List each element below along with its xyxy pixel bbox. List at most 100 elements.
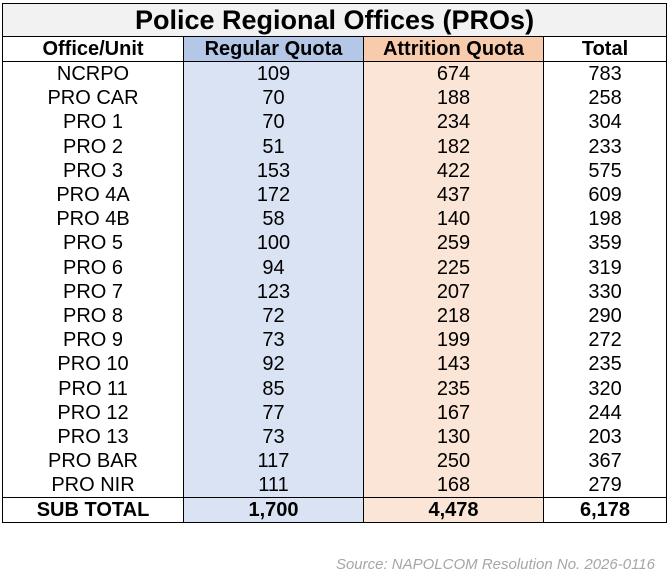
table-row: PRO 10 92 143 235 xyxy=(2,352,668,377)
cell-regular: 111 xyxy=(183,473,364,498)
table-row: PRO 12 77 167 244 xyxy=(2,400,668,425)
cell-attrition: 167 xyxy=(363,400,544,425)
cell-attrition: 188 xyxy=(363,86,544,111)
cell-office: PRO 8 xyxy=(2,303,184,329)
cell-attrition: 422 xyxy=(363,158,544,183)
header-row: Office/Unit Regular Quota Attrition Quot… xyxy=(2,36,668,62)
cell-attrition: 182 xyxy=(363,134,544,159)
cell-total: 258 xyxy=(542,86,668,111)
table-row: PRO 4A 172 437 609 xyxy=(2,182,668,208)
cell-regular: 58 xyxy=(183,207,364,232)
cell-total: 272 xyxy=(542,328,668,353)
cell-office: PRO CAR xyxy=(2,86,184,111)
cell-attrition: 674 xyxy=(363,61,544,87)
source-note: Source: NAPOLCOM Resolution No. 2026-011… xyxy=(335,556,655,573)
table-title: Police Regional Offices (PROs) xyxy=(1,3,668,37)
cell-office: PRO 3 xyxy=(2,158,184,183)
cell-office: PRO 12 xyxy=(2,400,184,425)
cell-total: 235 xyxy=(542,352,668,377)
cell-total: 783 xyxy=(542,61,668,87)
pro-quota-table: Police Regional Offices (PROs) Office/Un… xyxy=(1,3,668,524)
cell-regular: 109 xyxy=(183,61,364,87)
cell-office: PRO 4B xyxy=(2,207,184,232)
col-header-regular: Regular Quota xyxy=(183,36,364,62)
cell-office: PRO 4A xyxy=(2,182,184,208)
subtotal-attrition: 4,478 xyxy=(363,497,544,524)
cell-office: PRO 7 xyxy=(2,279,184,304)
col-header-office: Office/Unit xyxy=(2,36,184,62)
table-row: PRO 6 94 225 319 xyxy=(2,255,668,280)
cell-attrition: 130 xyxy=(363,424,544,449)
cell-attrition: 235 xyxy=(363,376,544,401)
cell-total: 330 xyxy=(542,279,668,304)
cell-office: PRO 5 xyxy=(2,231,184,256)
cell-attrition: 168 xyxy=(363,473,544,498)
cell-office: PRO BAR xyxy=(2,449,184,474)
table-row: NCRPO 109 674 783 xyxy=(2,61,668,87)
cell-regular: 51 xyxy=(183,134,364,159)
cell-total: 304 xyxy=(542,110,668,135)
subtotal-row: SUB TOTAL 1,700 4,478 6,178 xyxy=(2,497,668,524)
cell-total: 319 xyxy=(542,255,668,280)
cell-total: 233 xyxy=(542,134,668,159)
cell-regular: 153 xyxy=(183,158,364,183)
table-row: PRO 5 100 259 359 xyxy=(2,231,668,256)
cell-regular: 92 xyxy=(183,352,364,377)
cell-office: NCRPO xyxy=(2,61,184,87)
cell-office: PRO 1 xyxy=(2,110,184,135)
cell-regular: 77 xyxy=(183,400,364,425)
table-row: PRO 11 85 235 320 xyxy=(2,376,668,401)
cell-attrition: 225 xyxy=(363,255,544,280)
cell-attrition: 218 xyxy=(363,303,544,329)
cell-attrition: 234 xyxy=(363,110,544,135)
cell-attrition: 199 xyxy=(363,328,544,353)
cell-total: 609 xyxy=(542,182,668,208)
subtotal-regular: 1,700 xyxy=(183,497,364,524)
col-header-attrition: Attrition Quota xyxy=(363,36,544,62)
table-row: PRO CAR 70 188 258 xyxy=(2,86,668,111)
cell-total: 359 xyxy=(542,231,668,256)
table-row: PRO NIR 111 168 279 xyxy=(2,473,668,498)
cell-attrition: 207 xyxy=(363,279,544,304)
cell-regular: 117 xyxy=(183,449,364,474)
table-row: PRO 2 51 182 233 xyxy=(2,134,668,159)
table-row: PRO BAR 117 250 367 xyxy=(2,449,668,474)
subtotal-total: 6,178 xyxy=(542,497,668,524)
cell-total: 198 xyxy=(542,207,668,232)
subtotal-label: SUB TOTAL xyxy=(2,497,184,524)
cell-office: PRO 9 xyxy=(2,328,184,353)
cell-office: PRO 10 xyxy=(2,352,184,377)
cell-office: PRO 2 xyxy=(2,134,184,159)
table-row: PRO 3 153 422 575 xyxy=(2,158,668,183)
cell-office: PRO NIR xyxy=(2,473,184,498)
table-row: PRO 4B 58 140 198 xyxy=(2,207,668,232)
cell-regular: 172 xyxy=(183,182,364,208)
table-row: PRO 13 73 130 203 xyxy=(2,424,668,449)
cell-total: 367 xyxy=(542,449,668,474)
cell-office: PRO 13 xyxy=(2,424,184,449)
cell-attrition: 143 xyxy=(363,352,544,377)
cell-total: 290 xyxy=(542,303,668,329)
cell-office: PRO 11 xyxy=(2,376,184,401)
cell-regular: 100 xyxy=(183,231,364,256)
cell-regular: 73 xyxy=(183,328,364,353)
table-row: PRO 9 73 199 272 xyxy=(2,328,668,353)
cell-regular: 70 xyxy=(183,86,364,111)
cell-regular: 85 xyxy=(183,376,364,401)
cell-attrition: 259 xyxy=(363,231,544,256)
cell-total: 244 xyxy=(542,400,668,425)
cell-regular: 73 xyxy=(183,424,364,449)
cell-regular: 123 xyxy=(183,279,364,304)
col-header-total: Total xyxy=(542,36,668,62)
cell-regular: 94 xyxy=(183,255,364,280)
cell-attrition: 437 xyxy=(363,182,544,208)
table-row: PRO 7 123 207 330 xyxy=(2,279,668,304)
cell-regular: 72 xyxy=(183,303,364,329)
cell-total: 203 xyxy=(542,424,668,449)
cell-office: PRO 6 xyxy=(2,255,184,280)
cell-total: 575 xyxy=(542,158,668,183)
table-row: PRO 1 70 234 304 xyxy=(2,110,668,135)
cell-total: 279 xyxy=(542,473,668,498)
cell-attrition: 250 xyxy=(363,449,544,474)
cell-total: 320 xyxy=(542,376,668,401)
